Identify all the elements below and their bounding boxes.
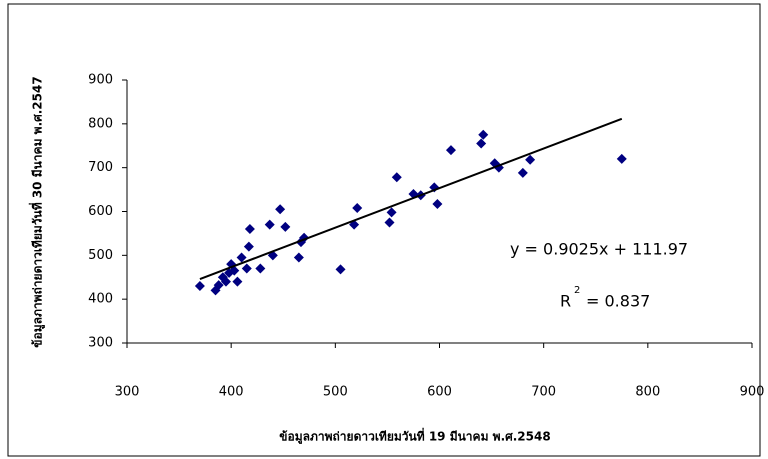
- x-tick-label: 300: [115, 385, 140, 400]
- trend-equation: y = 0.9025x + 111.97: [510, 240, 688, 259]
- x-tick-label: 800: [635, 385, 660, 400]
- x-tick-label: 500: [323, 385, 348, 400]
- x-tick-label: 600: [427, 385, 452, 400]
- x-axis-label: ข้อมูลภาพถ่ายดาวเทียมวันที่ 19 มีนาคม พ.…: [279, 428, 550, 445]
- y-tick-label: 300: [88, 336, 113, 351]
- x-tick-label: 400: [219, 385, 244, 400]
- x-tick-label: 700: [531, 385, 556, 400]
- chart: ข้อมูลภาพถ่ายดาวเทียมวันที่ 19 มีนาคม พ.…: [0, 0, 768, 459]
- r-squared-base: R: [560, 292, 571, 311]
- y-tick-label: 800: [88, 116, 113, 131]
- y-tick-label: 700: [88, 160, 113, 175]
- y-tick-label: 500: [88, 248, 113, 263]
- y-axis-label: ข้อมูลภาพถ่ายดาวเทียมวันที่ 30 มีนาคม พ.…: [29, 76, 46, 347]
- r-squared-exponent: 2: [574, 285, 580, 296]
- r-squared-value: = 0.837: [586, 292, 650, 311]
- y-tick-label: 600: [88, 204, 113, 219]
- x-tick-label: 900: [740, 385, 765, 400]
- y-tick-label: 400: [88, 292, 113, 307]
- y-tick-label: 900: [88, 73, 113, 88]
